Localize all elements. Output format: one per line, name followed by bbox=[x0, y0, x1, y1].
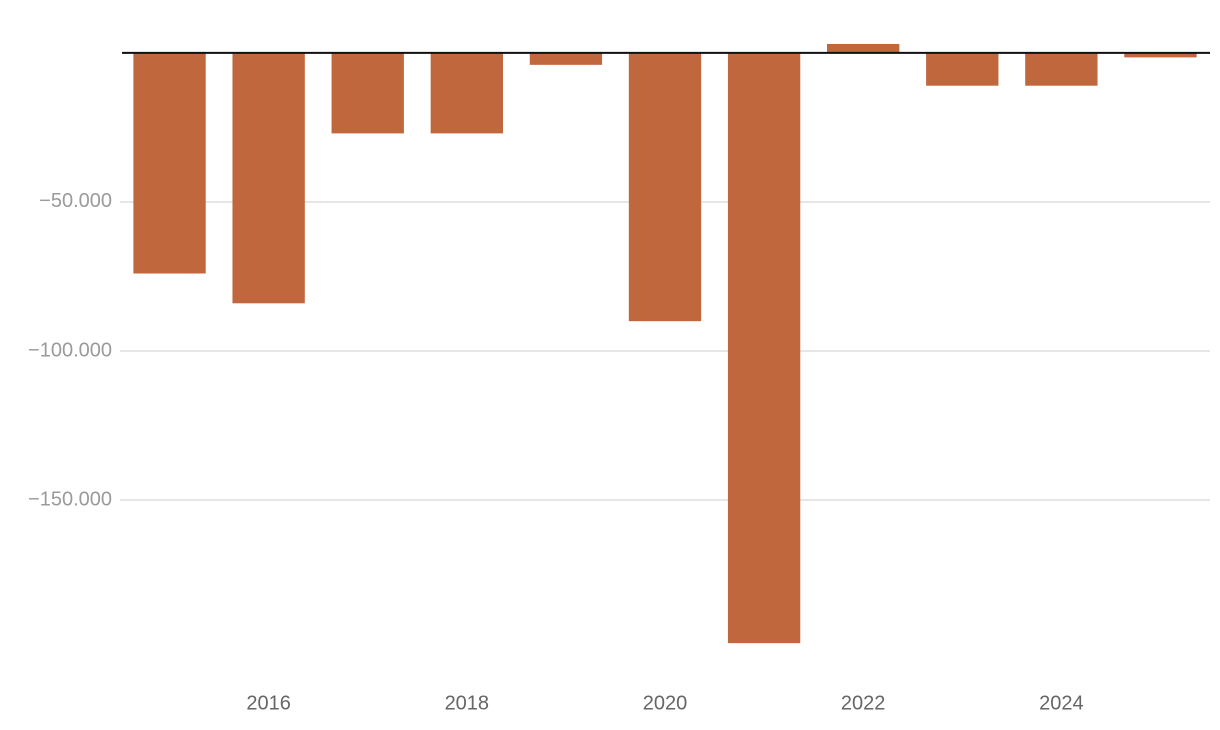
x-tick-label: 2020 bbox=[643, 692, 688, 714]
y-tick-label: −150.000 bbox=[28, 488, 112, 510]
x-tick-label: 2022 bbox=[841, 692, 886, 714]
bar bbox=[727, 52, 801, 644]
x-tick-label: 2018 bbox=[445, 692, 490, 714]
bar bbox=[827, 43, 900, 53]
bar bbox=[133, 52, 206, 274]
bar bbox=[430, 52, 503, 134]
bar bbox=[1025, 52, 1098, 86]
y-tick-label: −50.000 bbox=[39, 190, 112, 212]
y-tick-label: −100.000 bbox=[28, 339, 112, 361]
bar bbox=[1124, 52, 1197, 58]
bar bbox=[926, 52, 999, 86]
bar bbox=[232, 52, 305, 304]
x-tick-label: 2016 bbox=[246, 692, 291, 714]
bar bbox=[331, 52, 404, 134]
bar bbox=[529, 52, 603, 65]
x-tick-label: 2024 bbox=[1039, 692, 1084, 714]
bar bbox=[628, 52, 702, 322]
